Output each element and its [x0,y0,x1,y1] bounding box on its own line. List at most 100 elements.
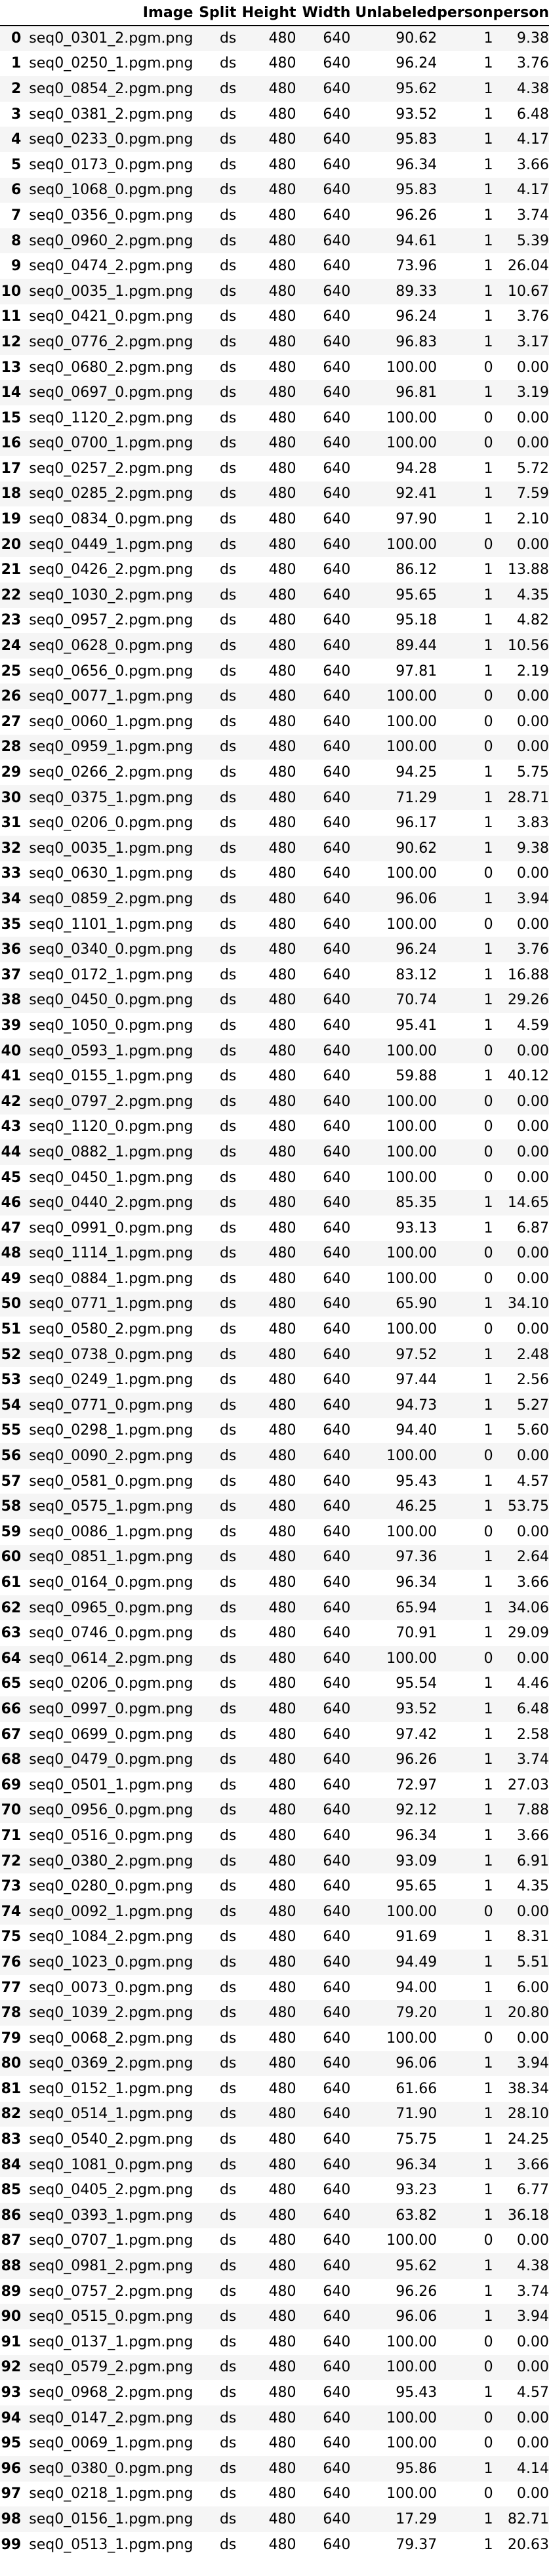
table-row: 9 seq0_0474_2.pgm.png ds 480 640 73.96 1 26.04 [0,253,549,279]
split-cell: ds [219,1270,237,1287]
row-index: 72 [1,1852,22,1870]
table-row: 5 seq0_0173_0.pgm.png ds 480 640 96.34 1 3.66 [0,152,549,178]
table-row: 4 seq0_0233_0.pgm.png ds 480 640 95.83 1 4.17 [0,127,549,152]
width-cell: 640 [323,1245,351,1262]
unlabeled-cell: 89.44 [396,638,437,655]
height-cell: 480 [268,435,296,452]
height-cell: 480 [268,308,296,325]
person-column-header: person [437,0,493,26]
person-percent-cell: 4.38 [517,2258,549,2275]
image-cell: seq0_0771_1.pgm.png [29,1296,193,1313]
width-cell: 640 [323,182,351,199]
image-cell: seq0_0090_2.pgm.png [29,1448,193,1465]
width-cell: 640 [323,1929,351,1946]
table-row: 67 seq0_0699_0.pgm.png ds 480 640 97.42 1 2.58 [0,1721,549,1748]
split-cell: ds [219,536,237,553]
table-row: 76 seq0_1023_0.pgm.png ds 480 640 94.49 1 5.51 [0,1950,549,1975]
width-cell: 640 [323,2283,351,2300]
table-row: 83 seq0_0540_2.pgm.png ds 480 640 75.75 1 24.25 [0,2127,549,2152]
person-percent-cell: 0.00 [517,1448,549,1465]
width-cell: 640 [323,1498,351,1515]
height-cell: 480 [268,1422,296,1439]
row-index: 82 [1,2106,22,2123]
width-cell: 640 [323,1372,351,1389]
width-cell: 640 [323,1068,351,1085]
width-cell: 640 [323,1422,351,1439]
image-cell: seq0_0960_2.pgm.png [29,232,193,249]
split-cell: ds [219,2308,237,2325]
table-row: 72 seq0_0380_2.pgm.png ds 480 640 93.09 1 6.91 [0,1848,549,1874]
person-percent-cell: 0.00 [517,2485,549,2503]
split-cell: ds [219,2384,237,2402]
image-cell: seq0_0069_1.pgm.png [29,2435,193,2452]
person-percent-cell: 0.00 [517,2030,549,2047]
image-cell: seq0_1039_2.pgm.png [29,2005,193,2022]
person-count-cell: 0 [483,1093,493,1110]
person-percent-cell: 3.19 [517,384,549,401]
height-cell: 480 [268,2384,296,2402]
height-cell: 480 [268,2232,296,2249]
split-cell: ds [219,916,237,933]
table-row: 82 seq0_0514_1.pgm.png ds 480 640 71.90 1 28.10 [0,2101,549,2127]
height-cell: 480 [268,764,296,781]
row-index: 85 [1,2182,22,2199]
person-percent-cell: 29.09 [508,1625,549,1642]
width-cell: 640 [323,1321,351,1338]
row-index: 99 [1,2536,22,2553]
person-count-cell: 0 [483,1245,493,1262]
width-cell: 640 [323,586,351,603]
person-percent-cell: 3.66 [517,1827,549,1844]
person-count-cell: 1 [483,511,493,528]
image-cell: seq0_0614_2.pgm.png [29,1650,193,1667]
row-index: 29 [1,764,22,781]
width-cell: 640 [323,485,351,502]
width-cell: 640 [323,2409,351,2426]
row-index: 63 [1,1625,22,1642]
width-cell: 640 [323,1700,351,1717]
height-cell: 480 [268,2207,296,2224]
unlabeled-cell: 94.61 [396,232,437,249]
split-cell: ds [219,1346,237,1363]
image-cell: seq0_0173_0.pgm.png [29,156,193,173]
width-cell: 640 [323,562,351,579]
table-row: 47 seq0_0991_0.pgm.png ds 480 640 93.13 1 6.87 [0,1215,549,1241]
height-cell: 480 [268,1953,296,1971]
split-cell: ds [219,739,237,756]
person-percent-cell: 6.91 [517,1852,549,1870]
split-cell: ds [219,232,237,249]
unlabeled-cell: 100.00 [386,409,437,426]
table-row: 62 seq0_0965_0.pgm.png ds 480 640 65.94 1 34.06 [0,1595,549,1621]
person-count-cell: 0 [483,2030,493,2047]
row-index: 66 [1,1700,22,1717]
height-cell: 480 [268,2485,296,2503]
person-count-cell: 1 [483,612,493,629]
width-cell: 640 [323,55,351,72]
unlabeled-cell: 89.33 [396,283,437,300]
split-cell: ds [219,2510,237,2527]
person-count-cell: 1 [483,80,493,97]
person-percent-cell: 4.14 [517,2460,549,2477]
person-count-cell: 1 [483,2182,493,2199]
person-percent-cell: 5.72 [517,460,549,477]
table-row: 99 seq0_0513_1.pgm.png ds 480 640 79.37 1 20.63 [0,2531,549,2558]
unlabeled-cell: 95.54 [396,1675,437,1692]
unlabeled-cell: 90.62 [396,840,437,857]
row-index: 92 [1,2359,22,2376]
person-percent-cell: 4.35 [517,586,549,603]
unlabeled-cell: 95.18 [396,612,437,629]
table-row: 27 seq0_0060_1.pgm.png ds 480 640 100.00 0 0.00 [0,709,549,735]
row-index: 59 [1,1523,22,1540]
unlabeled-cell: 100.00 [386,1093,437,1110]
image-cell: seq0_0699_0.pgm.png [29,1726,193,1743]
row-index: 98 [1,2510,22,2527]
width-cell: 640 [323,1979,351,1996]
person-percent-cell: 29.26 [508,992,549,1009]
row-index: 39 [1,1017,22,1034]
unlabeled-cell: 100.00 [386,2030,437,2047]
height-cell: 480 [268,1068,296,1085]
height-cell: 480 [268,1296,296,1313]
unlabeled-cell: 86.12 [396,562,437,579]
image-cell: seq0_0375_1.pgm.png [29,789,193,806]
split-cell: ds [219,1700,237,1717]
split-cell: ds [219,1296,237,1313]
